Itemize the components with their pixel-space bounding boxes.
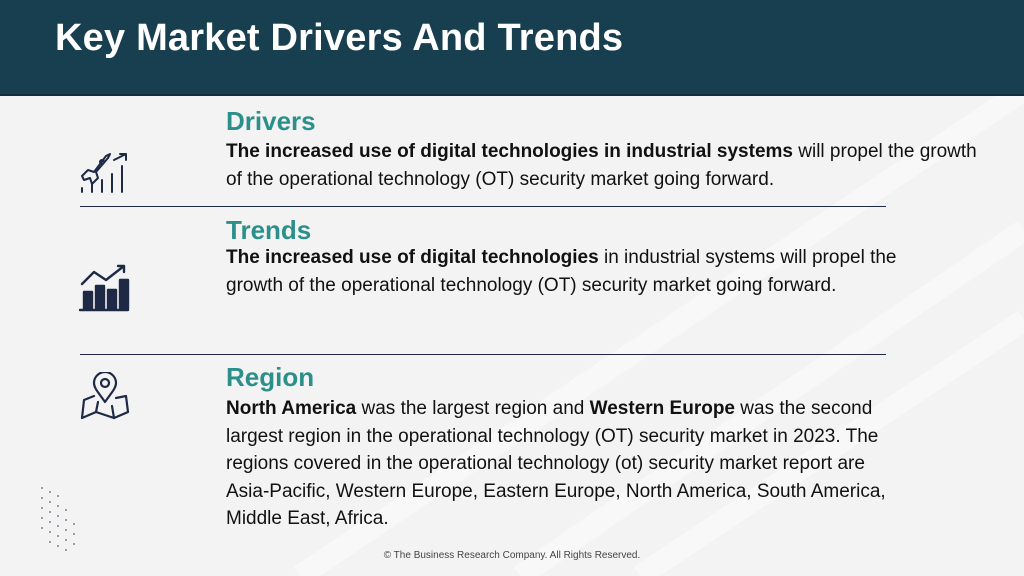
trends-text: The increased use of digital technologie… [226, 244, 906, 299]
region-text-bold-1: North America [226, 398, 357, 419]
drivers-text: The increased use of digital technologie… [226, 138, 986, 193]
trends-text-rest: in industrial systems will propel the gr… [226, 247, 897, 296]
map-pin-icon [80, 370, 130, 425]
copyright-footer: © The Business Research Company. All Rig… [383, 550, 641, 561]
trends-heading: Trends [226, 215, 312, 245]
divider-2 [80, 354, 886, 355]
region-text: North America was the largest region and… [226, 395, 886, 533]
divider-1 [80, 206, 886, 207]
header-bar: Key Market Drivers And Trends [0, 0, 1024, 96]
page-title: Key Market Drivers And Trends [55, 17, 624, 59]
drivers-text-bold: The increased use of digital technologie… [226, 141, 793, 162]
trends-text-bold: The increased use of digital technologie… [226, 247, 599, 268]
rocket-growth-icon [78, 150, 130, 201]
drivers-heading: Drivers [226, 106, 316, 136]
decorative-dots [41, 487, 75, 551]
bar-chart-growth-icon [78, 262, 130, 317]
region-text-bold-2: Western Europe [589, 398, 735, 419]
region-heading: Region [226, 362, 315, 392]
drivers-text-rest: will propel the growth of the operationa… [226, 141, 977, 190]
region-text-mid: was the largest region and [356, 398, 590, 419]
region-text-rest: was the second largest region in the ope… [226, 398, 886, 529]
